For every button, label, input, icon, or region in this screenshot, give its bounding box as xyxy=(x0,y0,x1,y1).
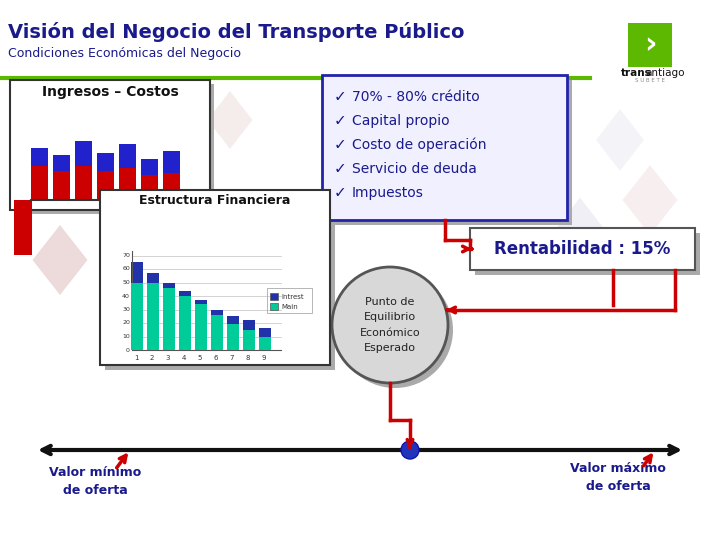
Text: Capital propio: Capital propio xyxy=(352,114,449,128)
FancyBboxPatch shape xyxy=(105,195,335,370)
Bar xyxy=(131,262,143,350)
Text: 40: 40 xyxy=(122,294,130,299)
Text: 60: 60 xyxy=(122,267,130,272)
Text: 8: 8 xyxy=(246,355,251,361)
FancyBboxPatch shape xyxy=(0,0,720,77)
Bar xyxy=(227,325,239,350)
Bar xyxy=(141,175,158,200)
Bar xyxy=(53,155,70,171)
Bar xyxy=(227,316,239,350)
FancyBboxPatch shape xyxy=(470,228,695,270)
Text: 20: 20 xyxy=(122,321,130,326)
Text: ✓: ✓ xyxy=(334,186,347,200)
Bar xyxy=(243,320,255,350)
Text: Costo de operación: Costo de operación xyxy=(352,138,487,152)
Polygon shape xyxy=(555,198,605,262)
Text: ✓: ✓ xyxy=(334,113,347,129)
Text: Impuestos: Impuestos xyxy=(352,186,424,200)
FancyBboxPatch shape xyxy=(628,23,672,67)
Bar xyxy=(259,328,271,350)
Text: 2: 2 xyxy=(150,355,154,361)
Text: Intrest: Intrest xyxy=(281,294,304,300)
Text: Condiciones Económicas del Negocio: Condiciones Económicas del Negocio xyxy=(8,46,241,59)
Bar xyxy=(195,304,207,350)
Bar xyxy=(31,166,48,200)
Text: Valor mínimo
de oferta: Valor mínimo de oferta xyxy=(49,467,141,497)
Text: 70% - 80% crédito: 70% - 80% crédito xyxy=(352,90,480,104)
Bar xyxy=(97,171,114,200)
Polygon shape xyxy=(53,85,107,155)
Bar xyxy=(75,140,92,166)
Bar xyxy=(270,293,278,300)
Bar xyxy=(163,173,180,200)
Bar xyxy=(179,296,191,350)
Bar xyxy=(147,282,159,350)
Text: 1: 1 xyxy=(134,355,138,361)
Polygon shape xyxy=(596,109,644,171)
Bar xyxy=(243,330,255,350)
Text: Visión del Negocio del Transporte Público: Visión del Negocio del Transporte Públic… xyxy=(8,22,464,42)
FancyBboxPatch shape xyxy=(14,84,214,214)
Text: S U B E T E: S U B E T E xyxy=(635,78,665,83)
Text: ›: › xyxy=(644,30,656,59)
Text: 30: 30 xyxy=(122,307,130,312)
Circle shape xyxy=(401,441,419,459)
Bar xyxy=(14,200,32,255)
Text: antiago: antiago xyxy=(645,68,685,78)
Text: 0: 0 xyxy=(126,348,130,353)
Text: Servicio de deuda: Servicio de deuda xyxy=(352,162,477,176)
Bar xyxy=(163,288,175,350)
Text: 3: 3 xyxy=(166,355,170,361)
Polygon shape xyxy=(145,68,195,132)
Bar xyxy=(163,282,175,350)
Bar xyxy=(53,171,70,200)
Text: ✓: ✓ xyxy=(334,90,347,105)
Polygon shape xyxy=(105,198,155,262)
Polygon shape xyxy=(130,138,180,202)
Ellipse shape xyxy=(337,272,453,388)
Bar xyxy=(270,303,278,310)
FancyBboxPatch shape xyxy=(475,233,700,275)
Bar xyxy=(211,309,223,350)
Bar xyxy=(31,148,48,166)
Text: ✓: ✓ xyxy=(334,138,347,152)
Text: 6: 6 xyxy=(214,355,218,361)
Polygon shape xyxy=(623,165,678,235)
Bar xyxy=(119,167,136,200)
Bar xyxy=(259,336,271,350)
Text: Estructura Financiera: Estructura Financiera xyxy=(139,193,291,206)
Circle shape xyxy=(332,267,448,383)
Text: 4: 4 xyxy=(182,355,186,361)
Bar xyxy=(211,315,223,350)
Polygon shape xyxy=(32,150,78,210)
Bar xyxy=(195,300,207,350)
Bar xyxy=(97,153,114,171)
Text: Ingresos – Costos: Ingresos – Costos xyxy=(42,85,179,99)
Text: trans: trans xyxy=(621,68,652,78)
Text: Valor máximo
de oferta: Valor máximo de oferta xyxy=(570,462,666,494)
Text: 9: 9 xyxy=(262,355,266,361)
FancyBboxPatch shape xyxy=(322,75,567,220)
Text: Main: Main xyxy=(281,304,298,310)
Bar xyxy=(131,282,143,350)
Bar xyxy=(163,151,180,173)
Text: 50: 50 xyxy=(122,280,130,285)
Text: ✓: ✓ xyxy=(334,161,347,177)
Bar xyxy=(141,159,158,175)
FancyBboxPatch shape xyxy=(327,80,572,225)
Polygon shape xyxy=(32,225,88,295)
Bar xyxy=(147,273,159,350)
Text: 10: 10 xyxy=(122,334,130,339)
Bar xyxy=(179,291,191,350)
Text: 70: 70 xyxy=(122,253,130,258)
Bar xyxy=(119,144,136,167)
Text: 7: 7 xyxy=(230,355,234,361)
Bar xyxy=(75,166,92,200)
Text: Rentabilidad : 15%: Rentabilidad : 15% xyxy=(495,240,671,258)
FancyBboxPatch shape xyxy=(100,190,330,365)
FancyBboxPatch shape xyxy=(10,80,210,210)
Text: 5: 5 xyxy=(198,355,202,361)
Text: Punto de
Equilibrio
Económico
Esperado: Punto de Equilibrio Económico Esperado xyxy=(360,296,420,353)
Polygon shape xyxy=(207,91,253,149)
